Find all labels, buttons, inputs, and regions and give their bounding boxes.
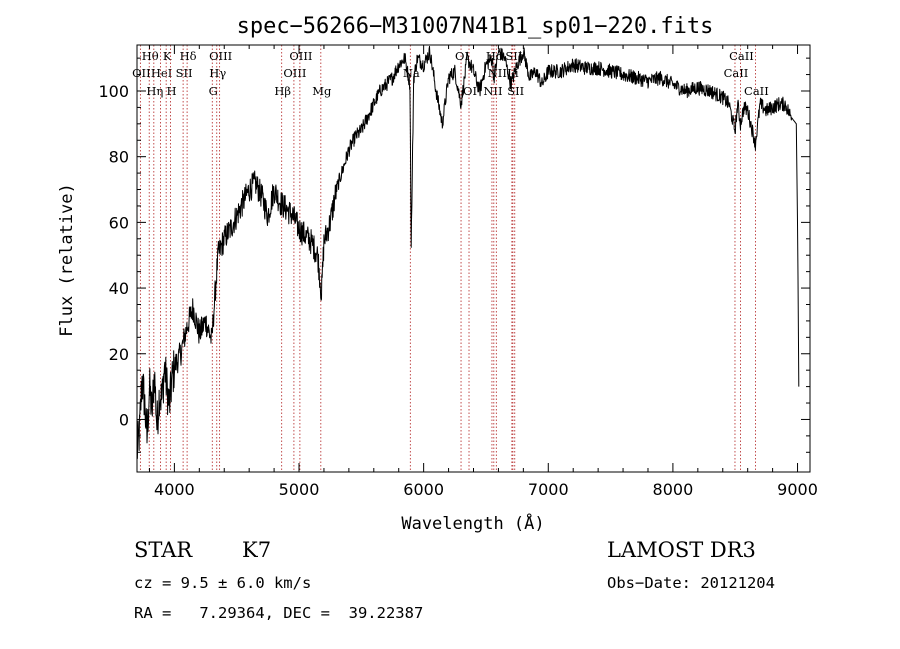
axis-ticks: 4000 5000 6000 7000 8000 9000 0 20 40 60 80 100 [98, 45, 818, 499]
spectral-line-label: Na [403, 66, 420, 80]
spectral-line-label: CaII [744, 84, 769, 98]
spectral-line-label: NII [483, 84, 502, 98]
observation-date: Obs−Date: 20121204 [607, 574, 775, 592]
spectrum-series [136, 45, 800, 459]
spectral-line-label: OIII [289, 49, 312, 63]
object-subclass: K7 [242, 538, 272, 562]
spectral-line-label: CaII [724, 66, 749, 80]
spectral-line-label: K [163, 49, 172, 63]
spectral-line-label: HeI [151, 66, 172, 80]
spectral-line-label: OI [463, 84, 477, 98]
spectrum-line [136, 45, 800, 459]
spectral-line-label: SII [505, 49, 522, 63]
coordinates-readout: RA = 7.29364, DEC = 39.22387 [134, 604, 424, 622]
spectral-line-label: Hγ [209, 66, 226, 80]
x-tick-label: 7000 [528, 480, 569, 499]
spectral-line-label: G [209, 84, 218, 98]
x-tick-label: 6000 [403, 480, 444, 499]
y-tick-label: 20 [109, 345, 129, 364]
y-tick-label: 80 [109, 148, 129, 167]
spectral-line-label: Hβ [274, 84, 291, 98]
x-tick-label: 9000 [777, 480, 818, 499]
plot-frame [136, 44, 811, 473]
spectral-line-label: Hδ [180, 49, 197, 63]
spectral-line-label: SII [176, 66, 193, 80]
spectral-line-label: CaII [729, 49, 754, 63]
spectral-line-label: Hθ [142, 49, 159, 63]
spectral-line-label: NII [488, 66, 507, 80]
spectral-line-label: OIII [283, 66, 306, 80]
x-tick-label: 4000 [154, 480, 195, 499]
redshift-readout: cz = 9.5 ± 6.0 km/s [134, 574, 312, 592]
y-tick-label: 40 [109, 279, 129, 298]
spectral-line-label: H [167, 84, 177, 98]
spectral-line-label: OIII [209, 49, 232, 63]
y-tick-label: 0 [119, 410, 129, 429]
y-axis-label: Flux (relative) [57, 183, 77, 337]
y-tick-label: 100 [98, 82, 129, 101]
survey-label: LAMOST DR3 [607, 538, 756, 562]
spectral-line-label: OII [132, 66, 151, 80]
chart-title: spec−56266−M31007N41B1_sp01−220.fits [237, 14, 714, 39]
spectral-line-label: Mg [312, 84, 332, 98]
spectral-line-label: Hη [146, 84, 163, 98]
object-class: STAR [134, 538, 193, 562]
spectral-line-label: OI [455, 49, 469, 63]
x-tick-label: 5000 [279, 480, 320, 499]
x-axis-label: Wavelength (Å) [401, 512, 544, 534]
spectral-line-markers: Hθ OII Hη HeI K H SII Hδ G Hγ OIII Hβ OIII OIII Mg Na OI… [132, 45, 769, 472]
x-tick-label: 8000 [653, 480, 694, 499]
y-tick-label: 60 [109, 213, 129, 232]
